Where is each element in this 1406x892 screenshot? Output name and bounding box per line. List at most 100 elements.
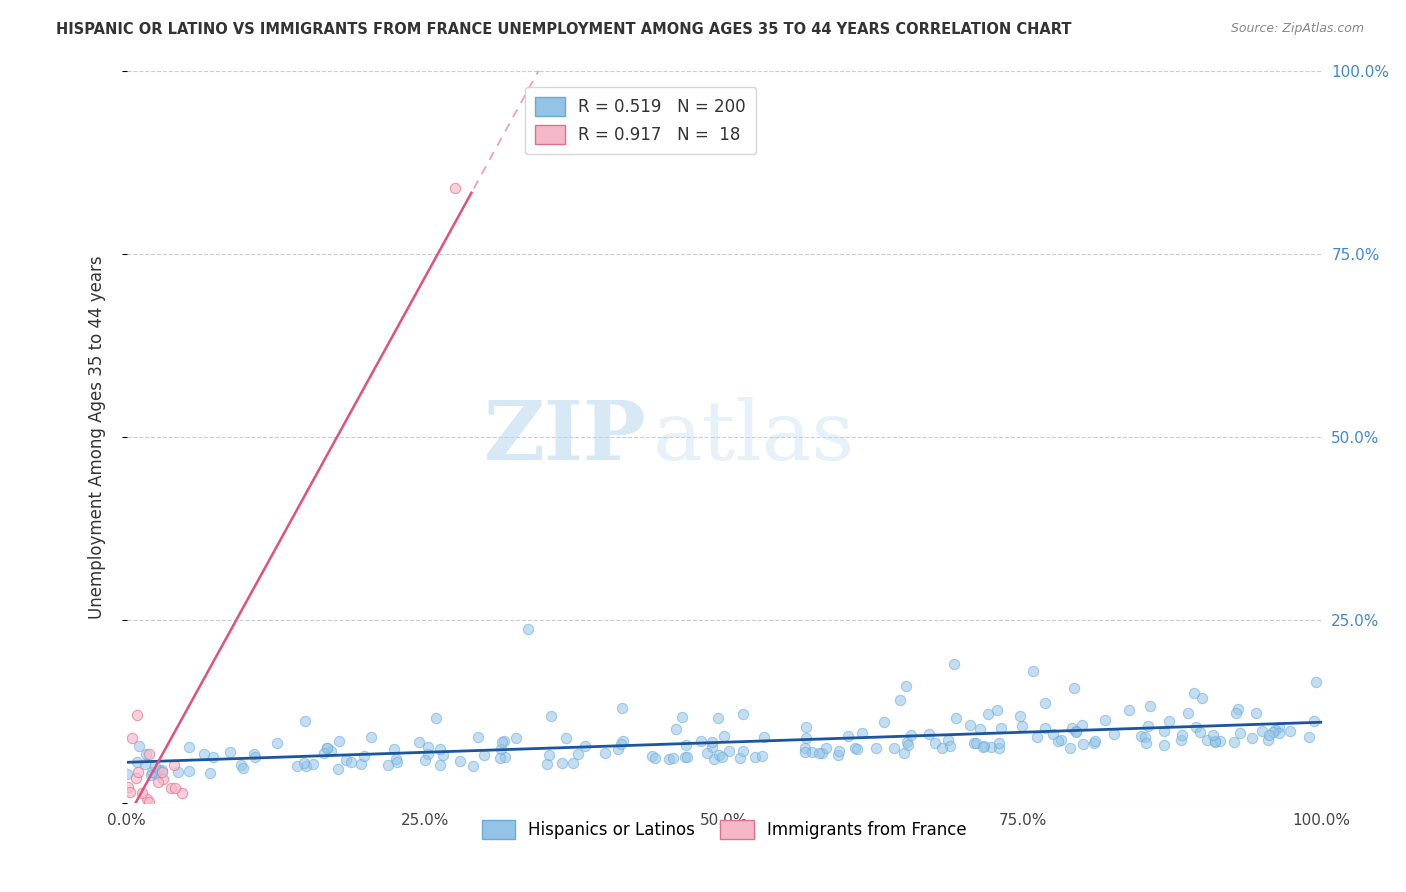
Point (387, 755, 409, 769)
Point (945, 711, 967, 725)
Point (328, 763, 350, 777)
Point (744, 750, 766, 764)
Point (385, 752, 408, 766)
Text: HISPANIC OR LATINO VS IMMIGRANTS FROM FRANCE UNEMPLOYMENT AMONG AGES 35 TO 44 YE: HISPANIC OR LATINO VS IMMIGRANTS FROM FR… (56, 22, 1071, 37)
Point (810, 746, 832, 760)
Point (1209, 734, 1232, 748)
Point (128, 739, 150, 753)
Point (312, 747, 335, 761)
Point (160, 780, 183, 795)
Point (198, 765, 221, 780)
Point (1139, 698, 1161, 713)
Point (661, 751, 683, 765)
Point (1257, 728, 1279, 742)
Point (1135, 736, 1157, 750)
Point (1136, 719, 1159, 733)
Point (936, 733, 959, 747)
Point (489, 742, 512, 756)
Point (408, 734, 430, 748)
Point (328, 734, 350, 748)
Point (873, 715, 896, 730)
Point (1157, 714, 1180, 728)
Point (1225, 706, 1247, 721)
Point (131, 786, 153, 800)
Point (1229, 725, 1251, 739)
Point (193, 747, 215, 761)
Point (794, 720, 817, 734)
Y-axis label: Unemployment Among Ages 35 to 44 years: Unemployment Among Ages 35 to 44 years (87, 255, 105, 619)
Point (612, 734, 634, 748)
Point (125, 708, 148, 723)
Point (1102, 727, 1125, 741)
Point (517, 622, 540, 636)
Point (990, 721, 1012, 735)
Point (551, 756, 574, 770)
Point (1305, 674, 1327, 689)
Point (139, 767, 162, 781)
Point (673, 750, 696, 764)
Point (717, 744, 740, 758)
Point (232, 761, 254, 775)
Point (1042, 727, 1064, 741)
Point (294, 756, 316, 771)
Point (170, 787, 193, 801)
Point (231, 758, 253, 772)
Point (1010, 709, 1032, 723)
Point (707, 748, 730, 763)
Point (177, 739, 200, 754)
Point (125, 771, 148, 785)
Point (883, 740, 905, 755)
Point (266, 736, 288, 750)
Point (676, 750, 699, 764)
Text: atlas: atlas (652, 397, 855, 477)
Point (177, 764, 200, 778)
Point (658, 752, 681, 766)
Point (1263, 725, 1285, 739)
Point (1182, 686, 1205, 700)
Point (138, 795, 160, 809)
Text: Source: ZipAtlas.com: Source: ZipAtlas.com (1230, 22, 1364, 36)
Point (1059, 740, 1081, 755)
Point (1226, 702, 1249, 716)
Point (135, 747, 157, 762)
Point (574, 739, 596, 754)
Point (382, 742, 405, 756)
Point (689, 734, 711, 748)
Point (567, 747, 589, 761)
Point (491, 735, 513, 749)
Point (472, 747, 495, 762)
Point (146, 775, 169, 789)
Point (1063, 681, 1085, 695)
Point (127, 764, 149, 779)
Point (134, 756, 156, 771)
Point (166, 764, 188, 779)
Point (432, 748, 454, 763)
Point (827, 747, 849, 762)
Point (467, 730, 489, 744)
Point (1011, 719, 1033, 733)
Point (752, 730, 775, 744)
Point (201, 750, 224, 764)
Point (135, 791, 157, 805)
Point (607, 741, 630, 756)
Point (931, 741, 953, 756)
Point (538, 747, 561, 762)
Point (536, 756, 558, 771)
Point (751, 748, 773, 763)
Point (1240, 731, 1263, 745)
Point (1153, 739, 1175, 753)
Point (141, 764, 163, 779)
Point (429, 742, 451, 756)
Point (801, 745, 824, 759)
Point (1135, 730, 1157, 744)
Point (340, 755, 363, 769)
Point (1268, 726, 1291, 740)
Point (731, 706, 754, 721)
Text: ZIP: ZIP (484, 397, 647, 477)
Point (897, 738, 920, 752)
Point (418, 747, 440, 761)
Point (893, 747, 915, 761)
Point (987, 736, 1010, 750)
Point (644, 751, 666, 765)
Point (125, 755, 148, 769)
